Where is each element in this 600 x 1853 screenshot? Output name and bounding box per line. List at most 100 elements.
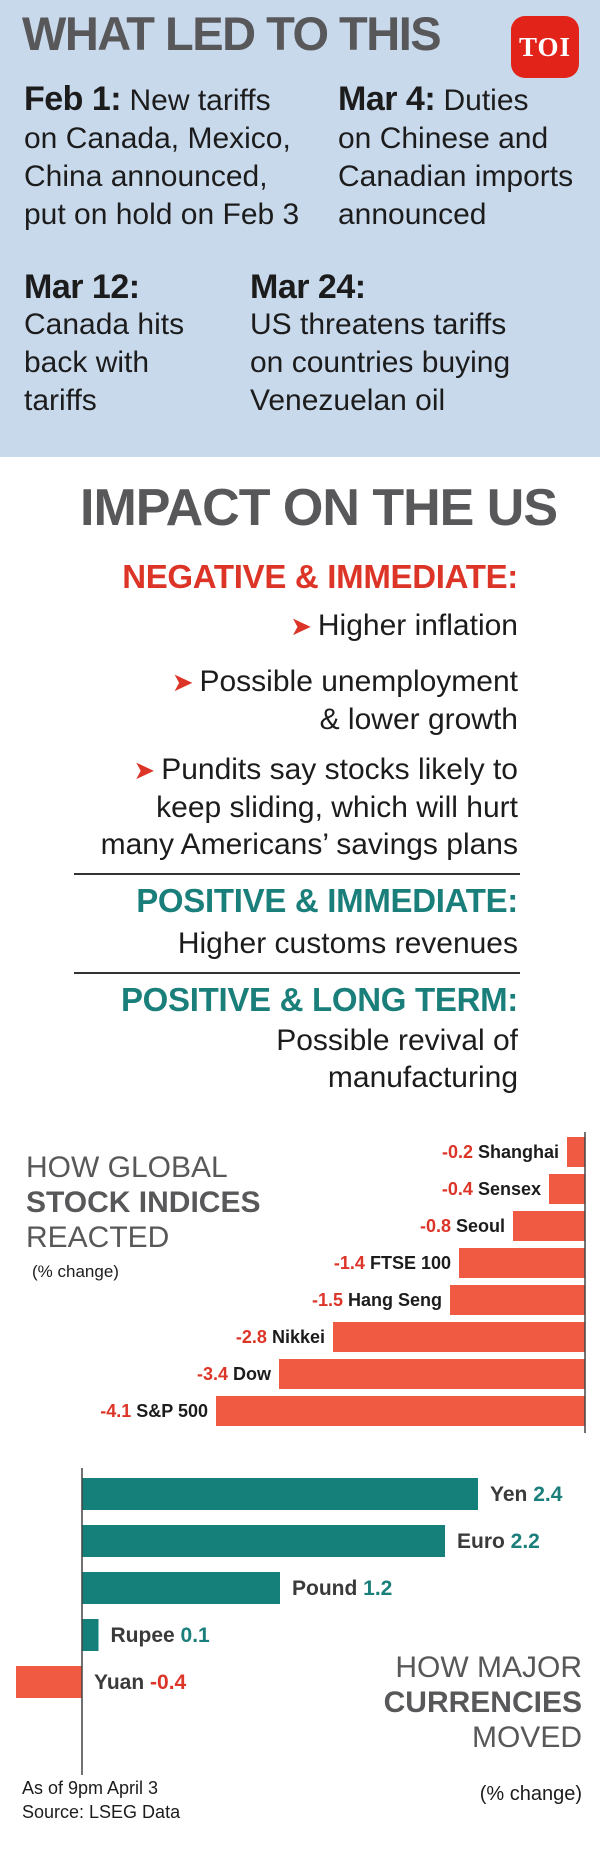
item-text-line: & lower growth xyxy=(319,703,518,736)
event-text-line: on Chinese and xyxy=(338,122,549,155)
currency-chart-unit: (% change) xyxy=(479,1783,582,1805)
negative-immediate-heading: NEGATIVE & IMMEDIATE: xyxy=(122,558,518,595)
event-date: Feb 1: xyxy=(24,80,122,118)
category-label: Dow xyxy=(233,1364,272,1384)
divider xyxy=(74,873,520,875)
bar-euro xyxy=(82,1525,445,1557)
event-date: Mar 12: xyxy=(24,268,140,306)
timeline-event-feb1: Feb 1: New tariffs on Canada, Mexico, Ch… xyxy=(24,80,299,234)
data-label: -0.2 xyxy=(442,1142,478,1162)
category-label: Nikkei xyxy=(272,1327,325,1347)
chart-title-line: REACTED xyxy=(26,1221,170,1254)
data-label: -1.4 xyxy=(334,1253,370,1273)
negative-item-stocks: ➤ Pundits say stocks likely to keep slidi… xyxy=(101,751,518,863)
event-text-line: US threatens tariffs xyxy=(250,308,507,341)
bar-label-ftse-100: -1.4 FTSE 100 xyxy=(334,1253,451,1273)
item-text-line: Pundits say stocks likely to xyxy=(161,753,518,786)
bar-label-dow: -3.4 Dow xyxy=(197,1364,272,1384)
data-label: -2.8 xyxy=(236,1327,272,1347)
positive-immediate-heading: POSITIVE & IMMEDIATE: xyxy=(136,882,518,919)
data-label: 1.2 xyxy=(363,1577,392,1600)
stock-chart-unit: (% change) xyxy=(32,1262,119,1281)
data-label: 2.2 xyxy=(511,1530,540,1553)
category-label: Rupee xyxy=(111,1624,181,1647)
event-text-line: Canada hits xyxy=(24,308,185,341)
event-date: Mar 4: xyxy=(338,80,436,118)
bar-label-sensex: -0.4 Sensex xyxy=(442,1179,541,1199)
event-text-line: back with xyxy=(24,346,150,379)
category-label: Pound xyxy=(292,1577,363,1600)
bar-sensex xyxy=(549,1174,585,1204)
event-text-line: New tariffs xyxy=(129,84,271,117)
positive-immediate-item: Higher customs revenues xyxy=(177,927,518,960)
data-label: -4.1 xyxy=(100,1401,136,1421)
event-text-line: on countries buying xyxy=(250,346,511,379)
category-label: Hang Seng xyxy=(348,1290,442,1310)
bar-yen xyxy=(82,1478,478,1510)
bar-yuan xyxy=(16,1666,82,1698)
bar-label-yuan: Yuan -0.4 xyxy=(94,1671,187,1694)
event-text-line: Venezuelan oil xyxy=(250,384,446,417)
bar-label-rupee: Rupee 0.1 xyxy=(111,1624,211,1647)
chart-title-line: CURRENCIES xyxy=(383,1686,582,1719)
category-label: Seoul xyxy=(456,1216,505,1236)
bar-label-yen: Yen 2.4 xyxy=(490,1483,563,1506)
divider xyxy=(74,972,520,974)
data-label: 2.4 xyxy=(533,1483,563,1506)
bar-ftse-100 xyxy=(459,1248,585,1278)
item-text-line: keep sliding, which will hurt xyxy=(156,791,518,824)
data-label: -3.4 xyxy=(197,1364,233,1384)
bar-dow xyxy=(279,1359,585,1389)
bar-seoul xyxy=(513,1211,585,1241)
timeline-event-mar12: Mar 12: Canada hits back with tariffs xyxy=(24,268,184,420)
data-label: 0.1 xyxy=(181,1624,211,1647)
data-label: -0.4 xyxy=(150,1671,187,1694)
event-text-line: Canadian imports xyxy=(338,160,574,193)
bar-label-hang-seng: -1.5 Hang Seng xyxy=(312,1290,442,1310)
event-text-line: on Canada, Mexico, xyxy=(24,122,291,155)
category-label: FTSE 100 xyxy=(370,1253,451,1273)
arrow-icon: ➤ xyxy=(133,755,156,785)
negative-item-inflation: ➤ Higher inflation xyxy=(290,607,518,645)
event-text-line: announced xyxy=(338,198,487,231)
negative-item-unemployment: ➤ Possible unemployment & lower growth xyxy=(172,663,518,738)
event-text-line: Duties xyxy=(443,84,529,117)
bar-label-nikkei: -2.8 Nikkei xyxy=(236,1327,325,1347)
toi-logo: TOI xyxy=(511,16,579,78)
bar-hang-seng xyxy=(450,1285,585,1315)
timeline-event-mar24: Mar 24: US threatens tariffs on countrie… xyxy=(250,268,510,420)
item-text-line: manufacturing xyxy=(327,1061,518,1094)
event-text-line: tariffs xyxy=(24,384,97,417)
category-label: Yen xyxy=(490,1483,533,1506)
bar-pound xyxy=(82,1572,280,1604)
data-label: -0.8 xyxy=(420,1216,456,1236)
timeline-panel: WHAT LED TO THIS TOI Feb 1: New tariffs … xyxy=(0,0,600,457)
item-text-line: many Americans’ savings plans xyxy=(100,828,518,861)
impact-title: IMPACT ON THE US xyxy=(80,479,558,537)
positive-long-term-item: Possible revival of manufacturing xyxy=(276,1022,518,1096)
arrow-icon: ➤ xyxy=(290,611,312,641)
arrow-icon: ➤ xyxy=(171,667,194,697)
positive-long-term-heading: POSITIVE & LONG TERM: xyxy=(120,981,518,1018)
bar-label-s-p-500: -4.1 S&P 500 xyxy=(100,1401,208,1421)
bar-rupee xyxy=(82,1619,99,1651)
item-text-line: Higher inflation xyxy=(317,609,518,642)
chart-title-line: HOW MAJOR xyxy=(395,1651,582,1684)
footnote: As of 9pm April 3 Source: LSEG Data xyxy=(22,1776,180,1824)
category-label: Yuan xyxy=(94,1671,150,1694)
bar-label-shanghai: -0.2 Shanghai xyxy=(442,1142,559,1162)
chart-title-line: MOVED xyxy=(471,1721,582,1754)
event-date: Mar 24: xyxy=(250,268,366,306)
event-text-line: China announced, xyxy=(24,160,268,193)
bar-nikkei xyxy=(333,1322,585,1352)
bar-shanghai xyxy=(567,1137,585,1167)
data-label: -0.4 xyxy=(442,1179,478,1199)
data-label: -1.5 xyxy=(312,1290,348,1310)
timeline-title: WHAT LED TO THIS xyxy=(22,7,442,60)
category-label: Euro xyxy=(457,1530,511,1553)
chart-title-line: HOW GLOBAL xyxy=(26,1151,228,1184)
chart-title-line: STOCK INDICES xyxy=(26,1186,261,1219)
category-label: S&P 500 xyxy=(136,1401,208,1421)
event-text-line: put on hold on Feb 3 xyxy=(24,198,300,231)
